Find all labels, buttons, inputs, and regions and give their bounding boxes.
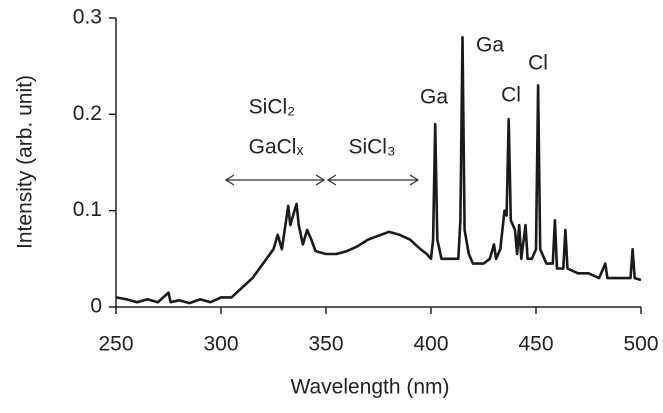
arrow	[326, 174, 420, 186]
y-axis-label: Intensity (arb. unit)	[14, 75, 37, 249]
x-tick-label: 400	[413, 333, 448, 356]
x-axis-label: Wavelength (nm)	[290, 376, 449, 399]
annotation: Cl	[528, 52, 548, 75]
annotation: Cl	[501, 84, 521, 107]
annotation: SiCl₂	[249, 96, 296, 119]
y-tick-label: 0.3	[73, 6, 102, 29]
arrow	[224, 174, 326, 186]
spectrum-line	[115, 36, 642, 305]
annotation: Ga	[476, 34, 504, 57]
y-tick-label: 0.1	[73, 198, 102, 221]
annotation: SiCl₃	[348, 136, 395, 159]
x-tick-label: 300	[203, 333, 238, 356]
x-tick-label: 450	[518, 333, 553, 356]
x-tick-label: 500	[623, 333, 658, 356]
annotation: Ga	[420, 86, 448, 109]
x-tick-label: 350	[308, 333, 343, 356]
y-tick-label: 0	[90, 295, 102, 318]
y-tick-label: 0.2	[73, 102, 102, 125]
annotation: GaClₓ	[249, 136, 304, 159]
x-tick-label: 250	[98, 333, 133, 356]
